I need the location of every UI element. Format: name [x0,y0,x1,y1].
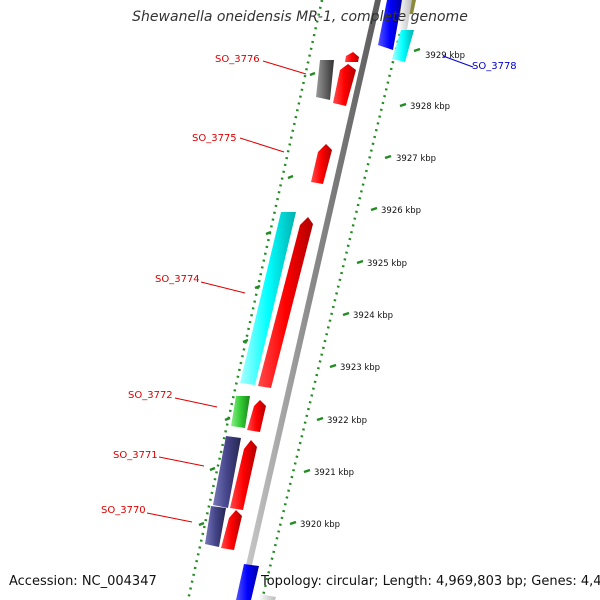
gene-white-top [398,0,412,30]
tick-label-3924: 3924 kbp [353,311,393,321]
gene-label-so3770[interactable]: SO_3770 [101,505,146,516]
gene-red-so3775 [311,144,332,184]
genome-backbone [238,0,381,600]
tick-label-3920: 3920 kbp [300,520,340,530]
gene-cyan-top [392,30,414,62]
tick-label-3921: 3921 kbp [314,468,354,478]
genome-summary-text: Topology: circular; Length: 4,969,803 bp… [261,574,600,589]
gene-red-so3772 [247,400,266,432]
inner-dotted-ring [260,0,410,600]
tick-label-3926: 3926 kbp [381,206,421,216]
gene-red-so3770 [221,510,242,550]
label-leader-lines [146,55,474,523]
tick-label-3928: 3928 kbp [410,102,450,112]
gene-red-so3774 [258,217,313,388]
gene-red-so3771 [230,440,257,510]
gene-green-so3772 [231,396,250,428]
bottom-gene-cluster [236,564,276,600]
gene-label-so3776[interactable]: SO_3776 [215,54,260,65]
gene-label-so3772[interactable]: SO_3772 [128,390,173,401]
top-gene-cluster [378,0,416,62]
gene-blue-top [378,0,402,50]
gene-label-so3771[interactable]: SO_3771 [113,450,158,461]
gene-blue-bottom [236,564,259,600]
tick-label-3923: 3923 kbp [340,363,380,373]
gene-red-small-arrow [345,52,359,62]
gene-red-so3776 [333,64,356,106]
tick-label-3922: 3922 kbp [327,416,367,426]
tick-label-3929: 3929 kbp [425,51,465,61]
gene-gray-so3776 [316,60,334,100]
outer-dotted-ring [186,0,324,600]
tick-label-3925: 3925 kbp [367,259,407,269]
outer-ring-dashes [198,71,316,527]
gene-label-so3778[interactable]: SO_3778 [472,61,517,72]
accession-text: Accession: NC_004347 [9,574,157,589]
tick-label-3927: 3927 kbp [396,154,436,164]
gene-cyan-so3774 [240,212,296,385]
gene-label-so3775[interactable]: SO_3775 [192,133,237,144]
gene-purple-so3770 [205,506,226,547]
map-title: Shewanella oneidensis MR-1, complete gen… [132,9,468,25]
gene-label-so3774[interactable]: SO_3774 [155,274,200,285]
tick-marks [289,47,421,526]
gene-white-bottom [258,594,276,600]
gene-purple-so3771 [213,436,241,508]
